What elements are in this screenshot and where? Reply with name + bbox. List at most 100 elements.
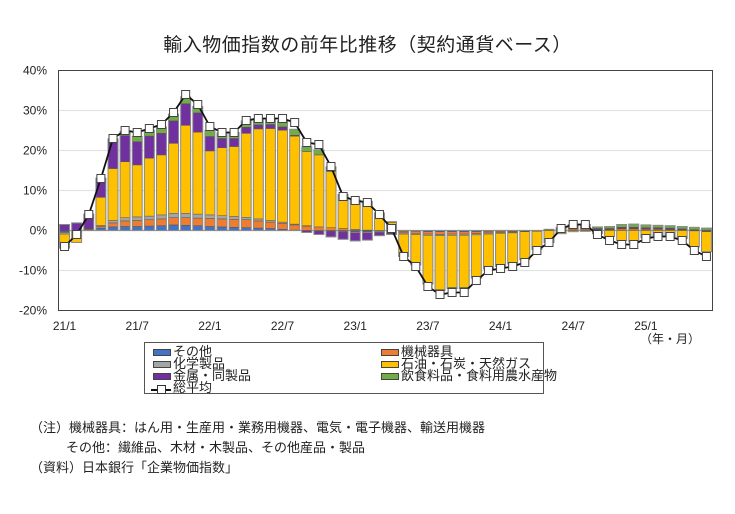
bar-segment xyxy=(156,133,167,156)
bar-stack xyxy=(192,106,204,231)
bar-stack xyxy=(628,223,640,243)
y-tick-label: -10% xyxy=(19,264,47,278)
bar-segment xyxy=(204,130,216,137)
bar-stack xyxy=(616,224,628,241)
bar-segment xyxy=(277,129,288,223)
bar-stack xyxy=(446,230,458,289)
y-tick-label: 30% xyxy=(23,104,47,118)
bar-stack xyxy=(507,230,519,265)
line-marker xyxy=(120,126,130,135)
legend-swatch-chemical xyxy=(153,361,171,368)
bar-segment xyxy=(495,233,506,267)
bar-segment xyxy=(313,226,325,231)
line-marker xyxy=(617,240,627,249)
bar-segment xyxy=(216,215,228,220)
bar-segment xyxy=(119,135,131,162)
line-marker xyxy=(629,240,639,249)
bar-stack xyxy=(422,230,434,285)
bar-segment xyxy=(216,138,228,148)
bar-segment xyxy=(350,232,361,242)
bar-segment xyxy=(410,234,421,265)
bar-outline xyxy=(386,221,398,235)
bar-segment xyxy=(168,120,179,144)
bar-segment xyxy=(265,124,276,129)
bar-segment xyxy=(241,127,252,134)
bar-segment xyxy=(241,219,252,228)
line-marker xyxy=(169,108,179,117)
line-marker xyxy=(60,242,70,251)
bar-segment xyxy=(95,197,107,226)
bar-segment xyxy=(156,214,167,220)
bar-stack xyxy=(95,177,107,232)
x-tick-label: 21/7 xyxy=(126,319,150,333)
bar-segment xyxy=(471,231,482,234)
legend-swatch-food xyxy=(381,373,399,380)
bar-segment xyxy=(337,198,349,229)
line-marker xyxy=(532,246,542,255)
legend-label: 石油・石炭・天然ガス xyxy=(401,357,532,372)
bar-segment xyxy=(59,224,70,231)
bar-segment xyxy=(422,231,434,235)
bar-segment xyxy=(289,135,300,225)
line-marker xyxy=(84,210,94,219)
bar-segment xyxy=(301,151,312,226)
line-marker xyxy=(665,232,675,241)
bar-segment xyxy=(434,231,446,235)
bar-segment xyxy=(325,227,337,231)
bar-segment xyxy=(253,220,264,229)
bar-segment xyxy=(119,217,131,222)
bar-stack xyxy=(688,226,700,248)
bar-segment xyxy=(241,133,252,218)
bar-segment xyxy=(107,226,119,231)
bar-segment xyxy=(616,230,627,241)
y-tick-label: 40% xyxy=(23,64,47,78)
bar-segment xyxy=(277,223,288,230)
x-tick-label: 23/7 xyxy=(416,319,440,333)
bar-segment xyxy=(689,230,700,248)
bar-segment xyxy=(228,216,240,220)
bar-segment xyxy=(119,220,131,227)
bar-segment xyxy=(216,226,228,231)
bar-segment xyxy=(204,226,216,231)
bar-segment xyxy=(132,220,143,227)
bar-stack xyxy=(240,120,252,231)
line-marker xyxy=(144,124,154,133)
plot-frame xyxy=(58,70,713,311)
bar-segment xyxy=(156,218,167,226)
bar-stack xyxy=(252,118,264,231)
line-marker xyxy=(568,220,578,229)
bar-stack xyxy=(604,226,616,237)
bar-segment xyxy=(168,217,179,226)
bar-segment xyxy=(192,213,203,219)
bar-stack xyxy=(155,126,167,231)
bar-segment xyxy=(204,214,216,219)
line-marker xyxy=(641,234,651,243)
bar-segment xyxy=(301,225,312,231)
legend-swatch-other xyxy=(153,349,171,356)
bar-segment xyxy=(228,146,240,217)
line-marker xyxy=(520,258,530,267)
bar-stack xyxy=(228,132,240,231)
legend-label: 金属・同製品 xyxy=(173,369,252,384)
bar-segment xyxy=(204,136,216,152)
line-marker xyxy=(338,192,348,201)
bar-segment xyxy=(180,213,191,218)
bar-segment xyxy=(180,225,191,231)
bar-segment xyxy=(350,203,361,230)
bar-segment xyxy=(107,168,119,221)
bar-stack xyxy=(349,199,361,242)
bar-segment xyxy=(325,171,337,228)
bar-segment xyxy=(507,232,518,265)
bar-stack xyxy=(700,227,712,253)
line-marker xyxy=(132,128,142,137)
bar-segment xyxy=(459,231,470,235)
bar-segment xyxy=(180,217,191,226)
legend-item-metal: 金属・同製品 xyxy=(153,370,251,383)
bar-segment xyxy=(483,233,494,269)
line-marker xyxy=(459,288,469,297)
bar-stack xyxy=(482,230,494,270)
bar-segment xyxy=(156,225,167,231)
legend-label: 機械器具 xyxy=(401,345,454,360)
line-marker xyxy=(387,224,397,233)
x-tick-label: 22/7 xyxy=(271,319,295,333)
